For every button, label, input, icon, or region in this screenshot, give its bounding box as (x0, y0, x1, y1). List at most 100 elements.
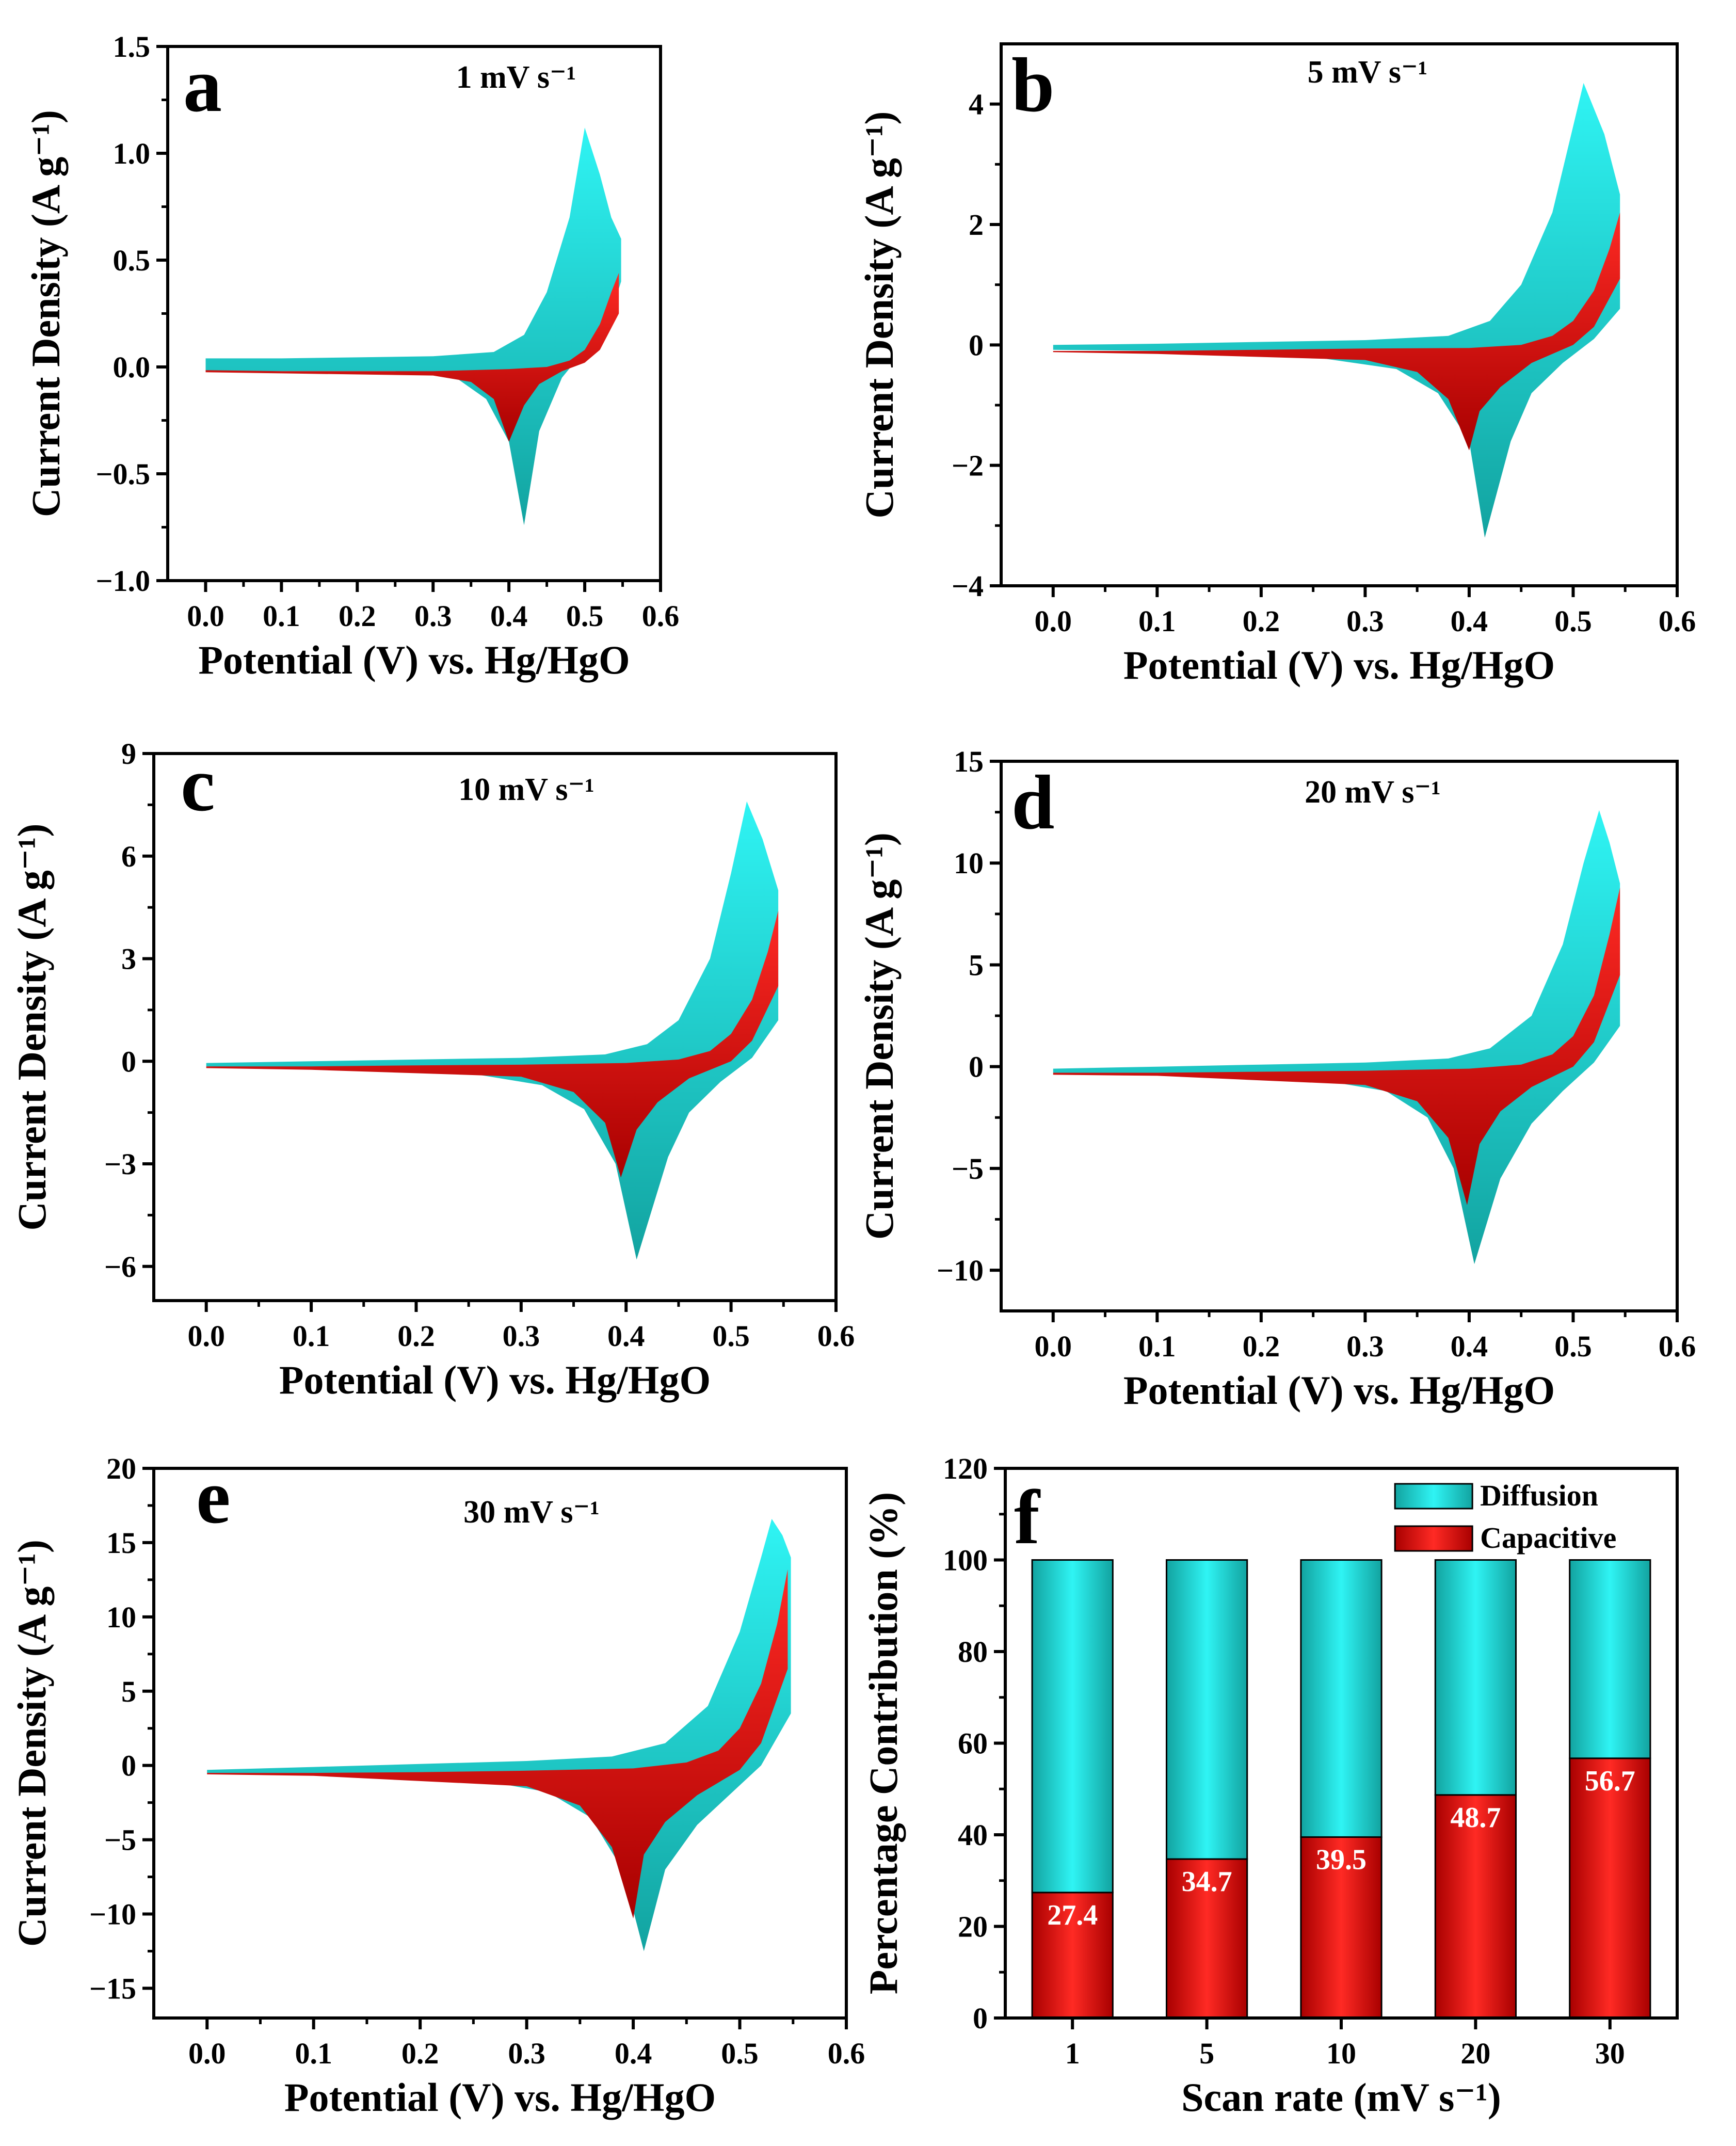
y-tick-label: −3 (104, 1147, 136, 1181)
bar-data-label: 34.7 (1182, 1866, 1232, 1898)
y-axis-title: Current Density (A g⁻¹) (9, 1540, 54, 1947)
panel-letter: b (1011, 42, 1054, 128)
y-tick-label: 3 (121, 942, 136, 976)
y-tick-label: −2 (952, 449, 984, 483)
y-tick-label: −5 (104, 1823, 136, 1857)
y-tick-label: 9 (121, 737, 136, 771)
plot-frame (152, 752, 838, 1302)
x-tick-label: 0.1 (1138, 604, 1176, 638)
x-tick-label: 20 (1460, 2037, 1490, 2070)
x-tick-label: 0.4 (607, 1319, 645, 1353)
x-axis-title: Potential (V) vs. Hg/HgO (1123, 1368, 1555, 1413)
y-tick-label: 15 (106, 1526, 136, 1560)
scan-rate-label: 5 mV s⁻¹ (1308, 55, 1428, 90)
cv-area-diffusion (207, 1518, 791, 1951)
y-axis-title: Current Density (A g⁻¹) (9, 824, 54, 1231)
x-axis-title: Potential (V) vs. Hg/HgO (198, 637, 630, 682)
x-tick-label: 0.5 (1554, 604, 1592, 638)
bar-diffusion (1434, 1559, 1517, 1796)
x-tick-label: 0.2 (397, 1319, 435, 1353)
x-tick-label: 0.1 (295, 2037, 332, 2070)
x-tick-label: 0.5 (1554, 1330, 1592, 1363)
y-axis-title: Percentage Contribution (%) (861, 1492, 906, 1994)
x-tick-label: 0.0 (1035, 1330, 1072, 1363)
panel-b: −4 −2 0 2 4 0.0 0.1 0.2 0.3 0.4 0.5 0.6 Potential (V… (857, 42, 1696, 687)
y-tick-label: −10 (937, 1254, 984, 1287)
panel-letter: e (196, 1454, 231, 1540)
panel-f: 27.4 34.7 39.5 48.7 56.7 0 20 40 60 80 100 120 1 5 10 2… (861, 1452, 1679, 2120)
y-tick-label: 20 (958, 1910, 988, 1944)
x-tick-label: 0.0 (188, 2037, 226, 2070)
panel-a: −1.0 −0.5 0.0 0.5 1.0 1.5 0.0 0.1 0.2 0.3 0.4 0.5 0.… (23, 30, 679, 682)
scan-rate-label: 30 mV s⁻¹ (463, 1495, 600, 1530)
y-tick-label: −4 (952, 569, 984, 603)
x-tick-label: 0.6 (642, 599, 680, 633)
y-tick-label: −5 (952, 1152, 984, 1186)
x-tick-label: 0.2 (1243, 1330, 1280, 1363)
legend-swatch-capacitive (1394, 1525, 1473, 1552)
y-tick-label: 100 (943, 1544, 988, 1577)
x-tick-label: 0.3 (414, 599, 452, 633)
plot-frame (152, 1467, 848, 2020)
scan-rate-label: 10 mV s⁻¹ (458, 772, 594, 807)
legend-swatch-diffusion (1394, 1483, 1473, 1510)
y-tick-label: 80 (958, 1635, 988, 1669)
x-tick-label: 0.3 (1346, 604, 1384, 638)
x-tick-label: 0.5 (712, 1319, 750, 1353)
y-tick-label: 0 (121, 1045, 136, 1078)
panel-letter: f (1014, 1475, 1041, 1560)
x-axis-title: Potential (V) vs. Hg/HgO (284, 2075, 716, 2120)
bar-data-label: 56.7 (1585, 1765, 1635, 1797)
x-tick-label: 0.1 (293, 1319, 330, 1353)
y-tick-label: 0 (969, 328, 984, 362)
panel-d: −10 −5 0 5 10 15 0.0 0.1 0.2 0.3 0.4 0.5 0.6 Potentia… (857, 745, 1696, 1413)
x-tick-label: 0.3 (508, 2037, 545, 2070)
panel-letter: d (1011, 760, 1054, 845)
x-tick-label: 10 (1326, 2037, 1356, 2070)
cv-area-capacitive (205, 273, 619, 442)
x-tick-label: 0.0 (187, 599, 224, 633)
y-tick-label: 120 (943, 1452, 988, 1485)
bar-diffusion (1031, 1559, 1114, 1894)
legend-label-diffusion: Diffusion (1480, 1479, 1598, 1512)
x-tick-label: 0.4 (1451, 604, 1488, 638)
scan-rate-label: 20 mV s⁻¹ (1305, 775, 1441, 810)
x-axis-title: Potential (V) vs. Hg/HgO (279, 1357, 711, 1402)
y-tick-label: 15 (954, 745, 984, 778)
x-tick-label: 0.1 (263, 599, 300, 633)
panel-c: −6 −3 0 3 6 9 0.0 0.1 0.2 0.3 0.4 0.5 0.6 Potential (… (9, 737, 855, 1402)
plot-frame (1000, 760, 1679, 1312)
panel-e: −15 −10 −5 0 5 10 15 20 0.0 0.1 0.2 0.3 0.4 0.5 0.6 Pot… (9, 1452, 865, 2120)
y-tick-label: 1.5 (113, 30, 151, 63)
plot-frame (1000, 42, 1679, 587)
x-tick-label: 30 (1595, 2037, 1625, 2070)
y-tick-label: −0.5 (95, 457, 150, 491)
y-tick-label: 0 (969, 1050, 984, 1084)
y-tick-label: 0.0 (113, 350, 151, 384)
bar-capacitive (1569, 1757, 1651, 2019)
x-tick-label: 0.4 (490, 599, 528, 633)
y-tick-label: 6 (121, 840, 136, 873)
y-axis-title: Current Density (A g⁻¹) (857, 832, 902, 1240)
panel-letter: c (181, 742, 215, 827)
x-tick-label: 0.5 (721, 2037, 759, 2070)
y-tick-label: −15 (89, 1972, 136, 2005)
cv-area-diffusion (1053, 83, 1620, 538)
x-tick-label: 0.3 (503, 1319, 540, 1353)
y-tick-label: 40 (958, 1818, 988, 1852)
bar-capacitive (1031, 1892, 1114, 2019)
bar-data-label: 27.4 (1047, 1899, 1098, 1931)
cv-area-diffusion (205, 127, 621, 525)
y-tick-label: 4 (969, 88, 984, 121)
x-axis-title: Scan rate (mV s⁻¹) (1181, 2075, 1501, 2120)
y-tick-label: 10 (106, 1600, 136, 1634)
cv-area-capacitive (1053, 212, 1620, 451)
x-axis-title: Potential (V) vs. Hg/HgO (1123, 643, 1555, 687)
y-tick-label: 10 (954, 846, 984, 880)
y-tick-label: 1.0 (113, 137, 151, 170)
y-tick-label: 5 (121, 1675, 136, 1708)
scan-rate-label: 1 mV s⁻¹ (456, 60, 576, 95)
bar-diffusion (1300, 1559, 1383, 1838)
x-tick-label: 0.0 (1035, 604, 1072, 638)
x-tick-label: 0.4 (1451, 1330, 1488, 1363)
